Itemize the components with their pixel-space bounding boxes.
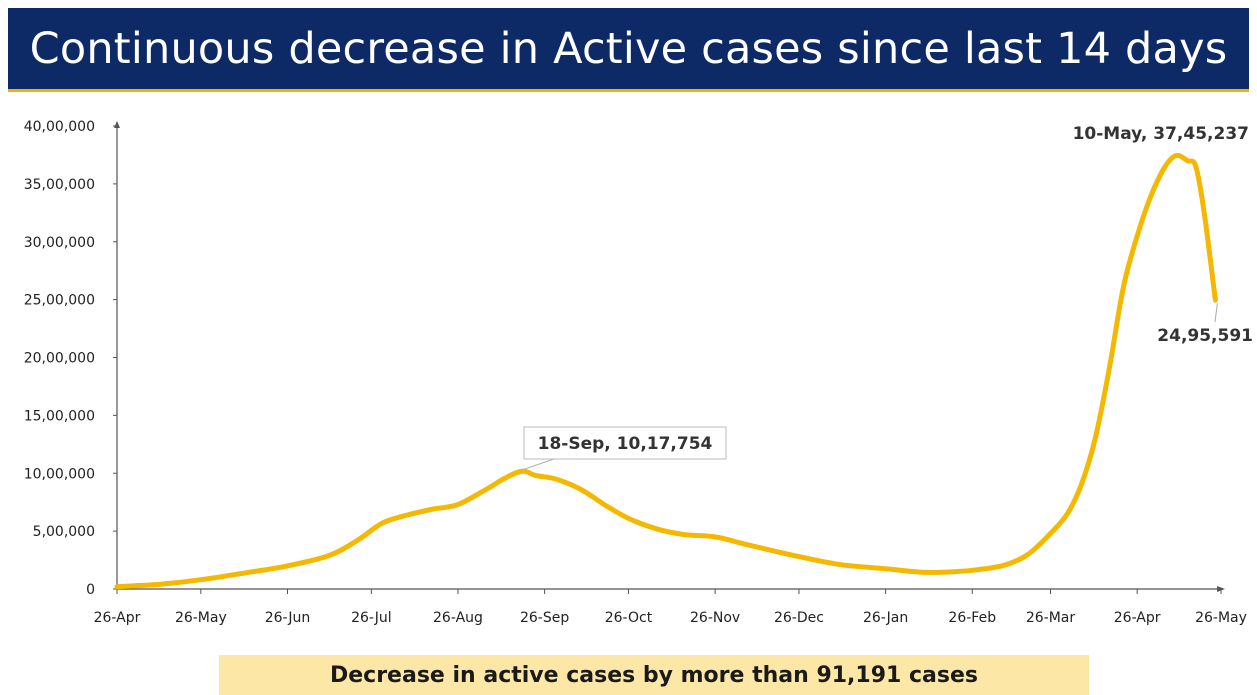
y-tick-label: 35,00,000 [24, 177, 95, 193]
annotation-box-sep [523, 426, 727, 460]
y-tick-label: 5,00,000 [33, 524, 95, 540]
y-tick-label: 30,00,000 [24, 235, 95, 251]
y-tick-label: 20,00,000 [24, 351, 95, 367]
x-tick-label: 26-Aug [433, 610, 483, 626]
summary-banner: Decrease in active cases by more than 91… [219, 655, 1089, 695]
y-axis-arrow [114, 121, 120, 128]
annotation-leader-sep [524, 458, 555, 470]
y-tick-label: 0 [86, 582, 95, 598]
x-tick-label: 26-Mar [1026, 610, 1076, 626]
active-cases-line [114, 152, 1218, 590]
y-tick-label: 40,00,000 [24, 119, 95, 135]
annotation-peak-sep: 18-Sep, 10,17,754 [538, 434, 713, 454]
annotation-latest: 24,95,591 [1157, 326, 1253, 346]
x-tick-label: 26-May [175, 610, 227, 626]
annotation-leader-latest [1214, 303, 1218, 323]
x-tick-label: 26-Jan [863, 610, 908, 626]
y-tick-label: 15,00,000 [24, 408, 95, 424]
y-tick-label: 10,00,000 [24, 466, 95, 482]
x-tick-label: 26-Jun [265, 610, 311, 626]
x-tick-label: 26-Apr [94, 610, 141, 626]
x-tick-label: 26-Apr [1114, 610, 1161, 626]
x-tick-label: 26-Sep [520, 610, 569, 626]
x-tick-label: 26-Jul [351, 610, 392, 626]
x-tick-label: 26-Nov [690, 610, 740, 626]
annotation-peak-may: 10-May, 37,45,237 [1073, 124, 1249, 144]
title-banner: Continuous decrease in Active cases sinc… [8, 8, 1249, 92]
x-tick-label: 26-Dec [774, 610, 824, 626]
x-tick-label: 26-Oct [605, 610, 653, 626]
x-tick-label: 26-May [1195, 610, 1247, 626]
x-tick-label: 26-Feb [948, 610, 996, 626]
active-cases-chart: 0 5,00,000 10,00,000 15,00,000 20,00,000 25,0… [24, 119, 1253, 626]
summary-text: Decrease in active cases by more than 91… [329, 662, 978, 688]
y-tick-label: 25,00,000 [24, 293, 95, 309]
chart-title: Continuous decrease in Active cases sinc… [29, 23, 1228, 74]
